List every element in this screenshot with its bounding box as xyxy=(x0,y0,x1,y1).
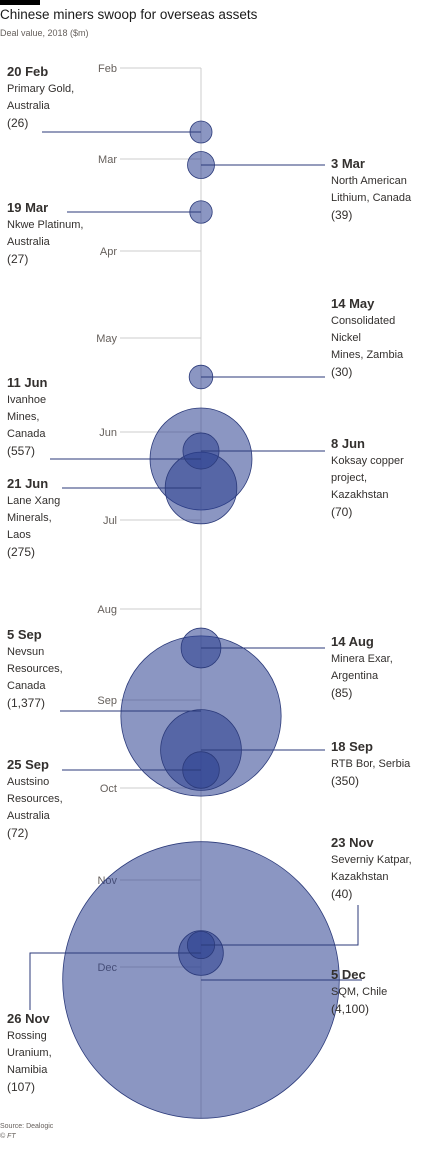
deal-label-5-dec: 5 Dec SQM, Chile (4,100) xyxy=(331,967,387,1016)
deal-name-25-sep-0: Austsino xyxy=(7,776,49,788)
deal-value-19-mar: (27) xyxy=(7,252,28,266)
deal-name-5-sep-2: Canada xyxy=(7,680,46,692)
deal-label-20-feb: 20 Feb Primary Gold, Australia (26) xyxy=(7,64,74,130)
deal-date-26-nov: 26 Nov xyxy=(7,1011,50,1026)
deal-value-8-jun: (70) xyxy=(331,505,352,519)
deal-label-21-jun: 21 Jun Lane Xang Minerals, Laos (275) xyxy=(7,476,60,559)
deal-name-23-nov-1: Kazakhstan xyxy=(331,871,388,883)
deal-date-25-sep: 25 Sep xyxy=(7,757,49,772)
deal-label-5-sep: 5 Sep Nevsun Resources, Canada (1,377) xyxy=(7,627,63,710)
deal-date-14-aug: 14 Aug xyxy=(331,634,374,649)
leader-line-layer xyxy=(29,131,362,1010)
deal-value-20-feb: (26) xyxy=(7,116,28,130)
deal-date-23-nov: 23 Nov xyxy=(331,835,374,850)
deal-name-11-jun-1: Mines, xyxy=(7,411,39,423)
deal-name-26-nov-2: Namibia xyxy=(7,1064,48,1076)
deal-name-3-mar-0: North American xyxy=(331,175,407,187)
deal-date-18-sep: 18 Sep xyxy=(331,739,373,754)
deal-label-8-jun: 8 Jun Koksay copper project, Kazakhstan (70) xyxy=(331,436,404,519)
deal-name-20-feb-1: Australia xyxy=(7,100,51,112)
deal-name-19-mar-1: Australia xyxy=(7,236,51,248)
deal-label-25-sep: 25 Sep Austsino Resources, Australia (72) xyxy=(7,757,63,840)
deal-name-5-sep-0: Nevsun xyxy=(7,646,44,658)
deal-name-19-mar-0: Nkwe Platinum, xyxy=(7,219,83,231)
leader-line-26-nov xyxy=(29,952,201,1010)
month-label-jun: Jun xyxy=(99,427,117,439)
deal-name-21-jun-0: Lane Xang xyxy=(7,495,60,507)
deal-name-21-jun-1: Minerals, xyxy=(7,512,52,524)
deal-label-layer: 20 Feb Primary Gold, Australia (26) 3 Mar Nor… xyxy=(7,64,412,1094)
deal-value-14-may: (30) xyxy=(331,365,352,379)
deal-name-14-may-2: Mines, Zambia xyxy=(331,349,404,361)
deal-value-18-sep: (350) xyxy=(331,774,359,788)
chart-title: Chinese miners swoop for overseas assets xyxy=(0,7,258,22)
deal-date-21-jun: 21 Jun xyxy=(7,476,48,491)
chart-subtitle: Deal value, 2018 ($m) xyxy=(0,28,89,38)
month-label-sep: Sep xyxy=(97,695,117,707)
deal-date-5-sep: 5 Sep xyxy=(7,627,42,642)
deal-value-21-jun: (275) xyxy=(7,545,35,559)
deal-name-8-jun-2: Kazakhstan xyxy=(331,489,388,501)
month-label-oct: Oct xyxy=(100,783,117,795)
month-label-feb: Feb xyxy=(98,63,117,75)
deal-value-3-mar: (39) xyxy=(331,208,352,222)
deal-name-14-aug-0: Minera Exar, xyxy=(331,653,393,665)
deal-label-14-may: 14 May Consolidated Nickel Mines, Zambia (30… xyxy=(331,296,404,379)
deal-label-23-nov: 23 Nov Severniy Katpar, Kazakhstan (40) xyxy=(331,835,412,901)
deal-label-3-mar: 3 Mar North American Lithium, Canada (39) xyxy=(331,156,412,222)
deal-label-11-jun: 11 Jun Ivanhoe Mines, Canada (557) xyxy=(7,375,48,458)
deal-value-11-jun: (557) xyxy=(7,444,35,458)
deal-name-5-sep-1: Resources, xyxy=(7,663,63,675)
deal-label-14-aug: 14 Aug Minera Exar, Argentina (85) xyxy=(331,634,393,700)
deal-name-11-jun-0: Ivanhoe xyxy=(7,394,46,406)
deal-date-11-jun: 11 Jun xyxy=(7,375,48,390)
month-label-may: May xyxy=(96,333,117,345)
leader-line-23-nov xyxy=(201,905,359,946)
deal-value-26-nov: (107) xyxy=(7,1080,35,1094)
deal-name-26-nov-1: Uranium, xyxy=(7,1047,52,1059)
deal-label-19-mar: 19 Mar Nkwe Platinum, Australia (27) xyxy=(7,200,83,266)
month-label-apr: Apr xyxy=(100,246,117,258)
deal-value-5-dec: (4,100) xyxy=(331,1002,369,1016)
deal-date-3-mar: 3 Mar xyxy=(331,156,365,171)
month-label-aug: Aug xyxy=(97,604,117,616)
deal-label-18-sep: 18 Sep RTB Bor, Serbia (350) xyxy=(331,739,411,788)
month-label-jul: Jul xyxy=(103,515,117,527)
deal-name-25-sep-2: Australia xyxy=(7,810,51,822)
deal-name-25-sep-1: Resources, xyxy=(7,793,63,805)
deal-date-19-mar: 19 Mar xyxy=(7,200,48,215)
deal-date-20-feb: 20 Feb xyxy=(7,64,48,79)
source-text: Source: Dealogic xyxy=(0,1123,54,1130)
deal-label-26-nov: 26 Nov Rossing Uranium, Namibia (107) xyxy=(7,1011,52,1094)
deal-name-8-jun-0: Koksay copper xyxy=(331,455,404,467)
deal-value-23-nov: (40) xyxy=(331,887,352,901)
deal-name-14-aug-1: Argentina xyxy=(331,670,379,682)
deal-name-14-may-0: Consolidated xyxy=(331,315,395,327)
deal-date-5-dec: 5 Dec xyxy=(331,967,366,982)
deal-date-14-may: 14 May xyxy=(331,296,375,311)
deal-name-11-jun-2: Canada xyxy=(7,428,46,440)
deal-name-26-nov-0: Rossing xyxy=(7,1030,47,1042)
copyright-text: © FT xyxy=(0,1133,16,1140)
month-label-mar: Mar xyxy=(98,154,117,166)
deal-name-14-may-1: Nickel xyxy=(331,332,361,344)
deal-name-3-mar-1: Lithium, Canada xyxy=(331,192,412,204)
source-note: Source: Dealogic © FT xyxy=(0,1122,53,1142)
deal-name-21-jun-2: Laos xyxy=(7,529,31,541)
deal-name-5-dec-0: SQM, Chile xyxy=(331,986,387,998)
ft-top-bar xyxy=(0,0,40,5)
deal-name-8-jun-1: project, xyxy=(331,472,367,484)
deal-value-25-sep: (72) xyxy=(7,826,28,840)
deal-name-18-sep-0: RTB Bor, Serbia xyxy=(331,758,411,770)
deal-name-20-feb-0: Primary Gold, xyxy=(7,83,74,95)
deal-value-5-sep: (1,377) xyxy=(7,696,45,710)
deal-date-8-jun: 8 Jun xyxy=(331,436,365,451)
deal-value-14-aug: (85) xyxy=(331,686,352,700)
deal-name-23-nov-0: Severniy Katpar, xyxy=(331,854,412,866)
